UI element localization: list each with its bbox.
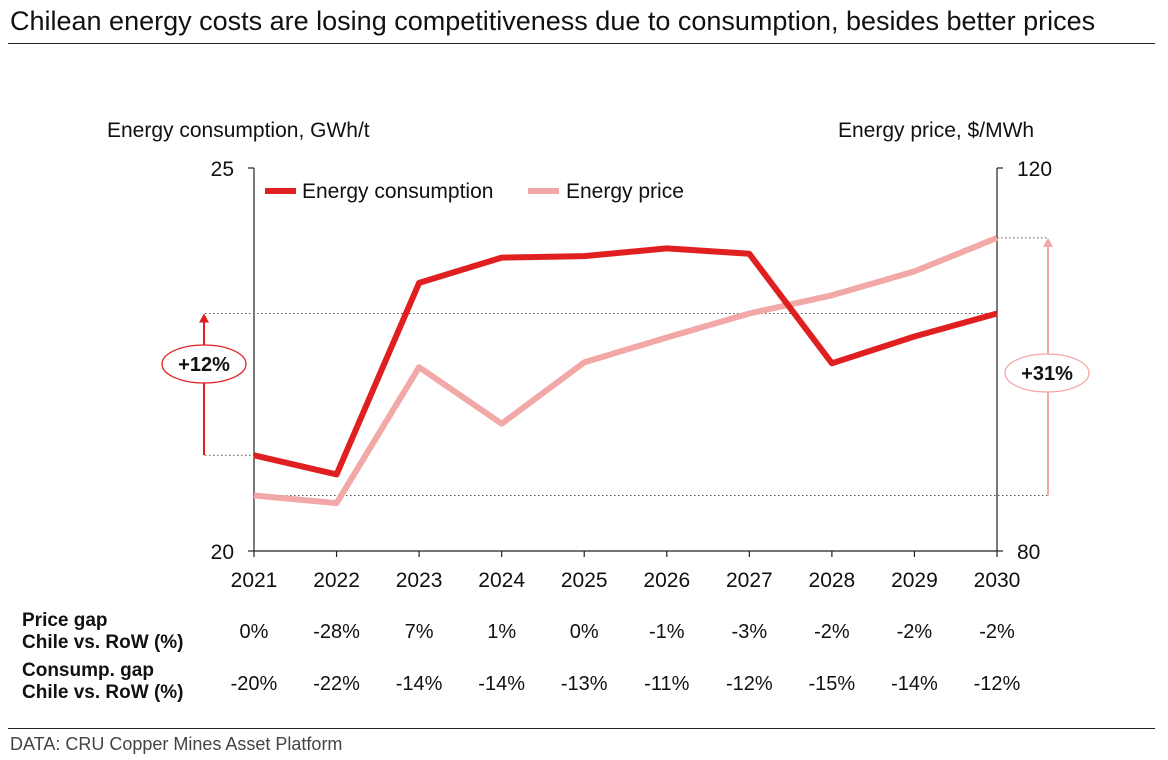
- consumption-change-arrow-head: [199, 313, 209, 323]
- left-tick-label: 25: [211, 158, 234, 181]
- table-cell: -12%: [725, 673, 773, 695]
- price-change-arrow-head: [1043, 237, 1053, 247]
- x-tick-label: 2023: [396, 569, 443, 592]
- table-cell: 0%: [569, 621, 599, 643]
- table-cell: 1%: [487, 621, 517, 643]
- x-tick-label: 2027: [726, 569, 773, 592]
- footer-divider: [8, 728, 1155, 729]
- table-cell: -2%: [896, 621, 933, 643]
- table-cell: -1%: [648, 621, 685, 643]
- line-chart: 25 20 120 80 2021 2022 2023 2024 2025 2026 2027 202…: [161, 158, 1090, 592]
- consumption-line: [253, 245, 998, 478]
- table-cell: 0%: [239, 621, 269, 643]
- table-cell: -3%: [731, 621, 768, 643]
- price-change-label: +31%: [1021, 363, 1073, 385]
- table-row-label-line: Chile vs. RoW (%): [22, 682, 184, 703]
- right-axis-title: Energy price, $/MWh: [838, 119, 1035, 142]
- title-divider: [8, 43, 1155, 44]
- table-row-label: Consump. gap Chile vs. RoW (%): [22, 660, 184, 704]
- table-cell: -2%: [979, 621, 1015, 643]
- legend-label-price: Energy price: [566, 180, 684, 203]
- right-tick-label: 120: [1017, 158, 1052, 181]
- table-cell: -13%: [560, 673, 608, 695]
- consumption-change-badge: [161, 344, 247, 384]
- left-tick-label: 20: [211, 541, 234, 564]
- table-cell: -15%: [808, 673, 856, 695]
- consumption-change-label: +12%: [178, 354, 230, 376]
- table-row-label-line: Consump. gap: [22, 660, 154, 681]
- table-cell: -14%: [395, 673, 443, 695]
- x-tick-label: 2021: [231, 569, 278, 592]
- table-cell: 7%: [404, 621, 434, 643]
- x-tick-label: 2030: [974, 569, 1021, 592]
- table-cell: -11%: [644, 673, 690, 695]
- table-cell: -22%: [313, 673, 360, 695]
- right-tick-label: 80: [1017, 541, 1040, 564]
- table-cell: -20%: [230, 673, 278, 695]
- legend-label-consumption: Energy consumption: [302, 180, 493, 203]
- table-row-label: Price gap Chile vs. RoW (%): [22, 610, 184, 654]
- table-row-label-line: Chile vs. RoW (%): [22, 632, 184, 653]
- table-cell: -2%: [814, 621, 850, 643]
- left-axis-title: Energy consumption, GWh/t: [107, 119, 370, 142]
- x-tick-label: 2028: [809, 569, 856, 592]
- x-tick-label: 2026: [643, 569, 690, 592]
- price-line: [253, 235, 999, 507]
- price-change-badge: [1004, 353, 1090, 393]
- x-tick-label: 2022: [313, 569, 360, 592]
- x-tick-label: 2024: [478, 569, 525, 592]
- table-row-label-line: Price gap: [22, 610, 108, 631]
- table-cell: -28%: [313, 621, 360, 643]
- data-source: DATA: CRU Copper Mines Asset Platform: [10, 734, 343, 754]
- x-tick-label: 2025: [561, 569, 608, 592]
- table-cell: -14%: [891, 673, 938, 695]
- x-tick-label: 2029: [891, 569, 938, 592]
- table-cell: -14%: [478, 673, 525, 695]
- chart-title: Chilean energy costs are losing competit…: [10, 6, 1096, 36]
- table-cell: -12%: [973, 673, 1021, 695]
